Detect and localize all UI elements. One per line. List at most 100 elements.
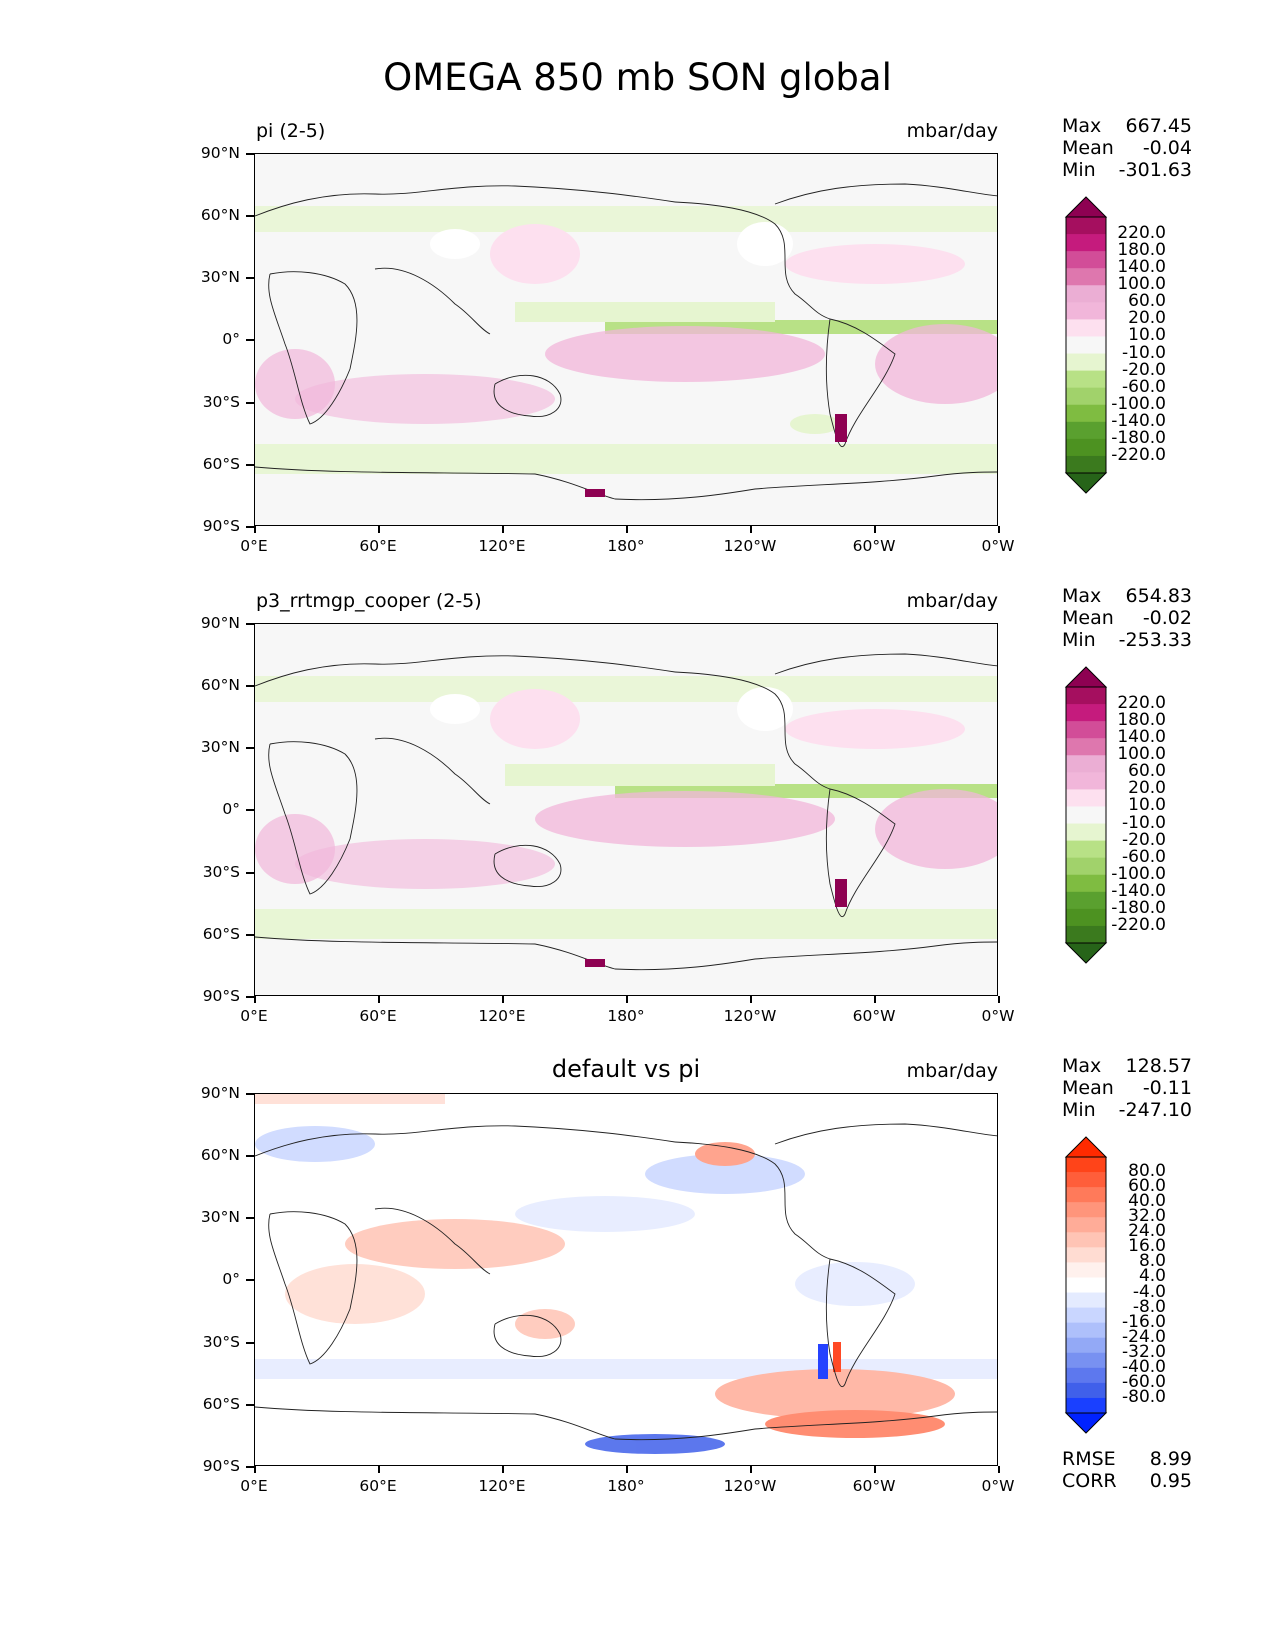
x-tick-mark [750, 1466, 752, 1473]
corr-value: 0.95 [1149, 1470, 1192, 1492]
x-tick-label: 180° [607, 1477, 645, 1495]
map-panel-p3: p3_rrtmgp_cooper (2-5) mbar/day [0, 585, 1275, 1103]
colorbar-swatch [1066, 370, 1106, 389]
x-tick-mark [874, 996, 876, 1003]
mean-value: -0.11 [1142, 1077, 1192, 1099]
colorbar-swatch [1066, 438, 1106, 457]
colorbar-swatch [1066, 1262, 1106, 1278]
mean-label: Mean [1062, 137, 1114, 159]
colorbar-swatch [1066, 421, 1106, 440]
y-tick-label: 90°S [202, 1457, 240, 1475]
colorbar-outline [1065, 1156, 1107, 1414]
x-tick-label: 60°W [852, 1007, 896, 1025]
y-tick-label: 30°S [202, 863, 240, 881]
x-tick-label: 60°W [852, 537, 896, 555]
colorbar-label: -220.0 [1111, 914, 1166, 935]
y-tick-mark [246, 277, 254, 279]
colorbar-label: -10.0 [1122, 342, 1166, 363]
y-tick-mark [246, 685, 254, 687]
coastlines [255, 183, 997, 501]
y-tick-mark [246, 1093, 254, 1095]
x-tick-label: 120°W [723, 1477, 777, 1495]
mean-value: -0.04 [1142, 137, 1192, 159]
colorbar-swatch [1066, 217, 1106, 235]
max-label: Max [1062, 1055, 1102, 1077]
colorbar [1062, 665, 1110, 969]
colorbar-swatch [1066, 874, 1106, 893]
colorbar-label: -10.0 [1122, 812, 1166, 833]
colorbar-swatch [1066, 806, 1106, 825]
map-panel-diff: default vs pi mbar/day [0, 1055, 1275, 1573]
colorbar-label: 20.0 [1128, 778, 1166, 799]
panel-title: pi (2-5) [256, 120, 326, 142]
colorbar-swatch [1066, 840, 1106, 859]
y-tick-label: 90°S [202, 517, 240, 535]
x-tick-label: 0°W [981, 537, 1015, 555]
min-value: -301.63 [1118, 159, 1192, 181]
colorbar-label: -60.0 [1122, 1371, 1166, 1392]
map-field [255, 624, 997, 995]
y-tick-label: 90°N [200, 144, 240, 162]
x-tick-label: 60°E [359, 1007, 397, 1025]
colorbar-extend-min [1064, 472, 1108, 494]
colorbar-swatch [1066, 1202, 1106, 1218]
colorbar-swatch [1066, 285, 1106, 303]
x-tick-mark [378, 1466, 380, 1473]
colorbar-swatches [1064, 666, 1108, 964]
y-tick-mark [246, 747, 254, 749]
panel-stats: Max 667.45 Mean -0.04 Min -301.63 [1062, 115, 1192, 181]
x-tick-label: 180° [607, 537, 645, 555]
colorbar-label: -32.0 [1122, 1341, 1166, 1362]
field-shading [255, 676, 997, 939]
rmse-value: 8.99 [1149, 1448, 1192, 1470]
min-label: Min [1062, 159, 1096, 181]
y-tick-mark [246, 1466, 254, 1468]
max-value: 128.57 [1125, 1055, 1192, 1077]
colorbar-swatch [1066, 704, 1106, 722]
rmse-label: RMSE [1062, 1448, 1116, 1470]
colorbar-swatches [1064, 1136, 1108, 1434]
mean-label: Mean [1062, 1077, 1114, 1099]
x-tick-mark [502, 526, 504, 533]
colorbar-label: 100.0 [1117, 274, 1166, 295]
x-tick-mark [378, 996, 380, 1003]
x-tick-mark [874, 1466, 876, 1473]
colorbar-label: 100.0 [1117, 744, 1166, 765]
y-tick-mark [246, 934, 254, 936]
y-tick-mark [246, 996, 254, 998]
colorbar-label: 180.0 [1117, 710, 1166, 731]
colorbar-label: 220.0 [1117, 223, 1166, 244]
colorbar-swatch [1066, 1157, 1106, 1173]
colorbar-swatch [1066, 1172, 1106, 1188]
y-tick-label: 90°N [200, 614, 240, 632]
antarctic-highlights [585, 879, 847, 967]
units-label: mbar/day [906, 120, 998, 142]
x-tick-mark [626, 1466, 628, 1473]
colorbar-label: -220.0 [1111, 444, 1166, 465]
max-label: Max [1062, 585, 1102, 607]
min-value: -253.33 [1118, 629, 1192, 651]
y-tick-label: 30°N [200, 738, 240, 756]
colorbar-label: 10.0 [1128, 325, 1166, 346]
mean-value: -0.02 [1142, 607, 1192, 629]
x-tick-label: 180° [607, 1007, 645, 1025]
colorbar-label: -60.0 [1122, 376, 1166, 397]
map-plot [254, 1093, 998, 1466]
x-tick-label: 120°W [723, 537, 777, 555]
x-tick-mark [378, 526, 380, 533]
colorbar-swatch [1066, 1217, 1106, 1233]
panel-stats: Max 654.83 Mean -0.02 Min -253.33 [1062, 585, 1192, 651]
colorbar-swatch [1066, 319, 1106, 337]
x-tick-mark [626, 526, 628, 533]
colorbar-label: -180.0 [1111, 897, 1166, 918]
x-tick-label: 120°E [478, 1477, 526, 1495]
colorbar-swatch [1066, 1277, 1106, 1294]
colorbar-swatch [1066, 721, 1106, 739]
max-label: Max [1062, 115, 1102, 137]
y-tick-mark [246, 1342, 254, 1344]
colorbar-label: 140.0 [1117, 727, 1166, 748]
colorbar-swatch [1066, 1322, 1106, 1339]
x-tick-mark [874, 526, 876, 533]
colorbar-label: 60.0 [1128, 761, 1166, 782]
colorbar-label: -20.0 [1122, 829, 1166, 850]
